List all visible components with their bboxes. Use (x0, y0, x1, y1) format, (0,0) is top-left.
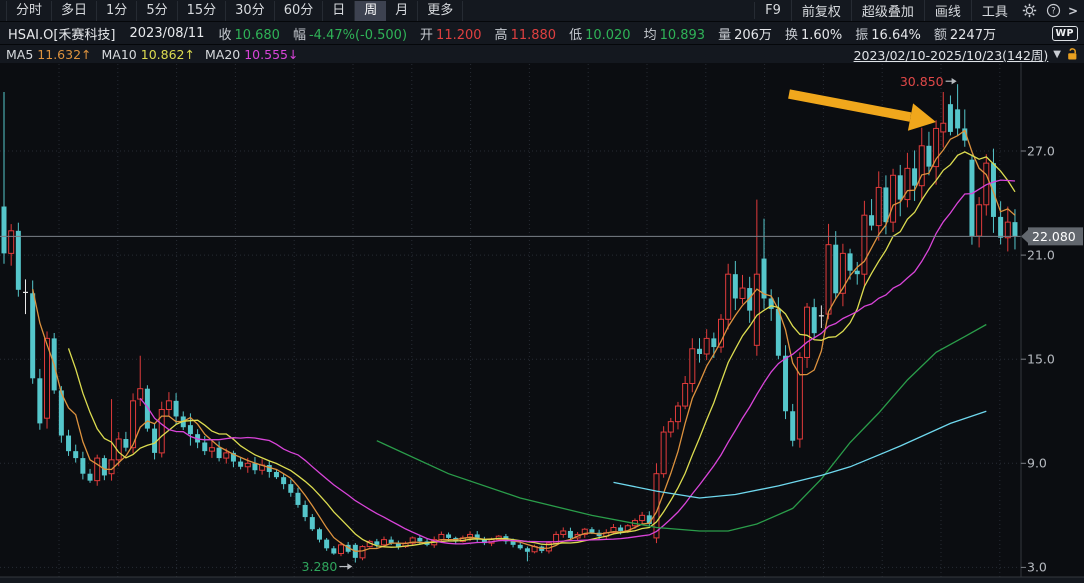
quote-field: 幅 -4.47%(-0.500) (292, 27, 408, 43)
range-selector-group: 2023/02/10-2025/10/23(142周) ▼ (854, 45, 1080, 64)
chart-background (0, 63, 1084, 577)
high-annotation: 30.850 (900, 74, 957, 89)
stock-symbol: HSAI.O[禾赛科技] (8, 27, 116, 43)
candle-date: 2023/08/11 (129, 25, 205, 41)
toolbar-button-工具[interactable]: 工具 (970, 0, 1018, 21)
tab-60分[interactable]: 60分 (275, 0, 324, 21)
last-price-badge: 22.080 (1021, 227, 1083, 246)
ma-line-MA10 (67, 151, 1016, 548)
quote-field: 均 10.893 (643, 27, 706, 43)
quote-field: 换 1.60% (784, 27, 843, 43)
y-axis-labels: 27.0 21.0 15.0 9.0 3.0 (1021, 143, 1055, 575)
tab-月[interactable]: 月 (386, 0, 419, 21)
quote-field: 收 10.680 (218, 27, 280, 43)
candlestick-chart[interactable]: 22.080 27.0 21.0 15.0 9.0 3.0 30.850 3.280 (0, 63, 1084, 583)
ma-item-MA10: MA10 10.862↑ (101, 46, 195, 62)
svg-text:3.280: 3.280 (302, 559, 338, 574)
toolbar-button-F9[interactable]: F9 (754, 2, 791, 19)
quote-field: 低 10.020 (569, 27, 631, 43)
ma-values: MA5 11.632↑ MA10 10.862↑ MA20 10.555↓ (6, 47, 308, 62)
low-annotation: 3.280 (302, 559, 353, 574)
y-axis-label: 15.0 (1027, 352, 1055, 367)
ma-item-MA5: MA5 11.632↑ (6, 46, 92, 62)
gridlines (0, 64, 1021, 577)
tab-多日[interactable]: 多日 (52, 0, 98, 21)
tab-更多[interactable]: 更多 (418, 0, 464, 21)
next-pane-strip (0, 577, 1084, 583)
toolbar-buttons: F9 前复权 超级叠加 画线 工具 (754, 0, 1018, 21)
ma-bar: MA5 11.632↑ MA10 10.862↑ MA20 10.555↓ 2023/02… (0, 45, 1084, 63)
tab-1分[interactable]: 1分 (97, 0, 138, 21)
quote-field: 开 11.200 (420, 27, 482, 43)
tab-15分[interactable]: 15分 (178, 0, 227, 21)
y-axis-label: 27.0 (1027, 143, 1055, 158)
date-range-selector[interactable]: 2023/02/10-2025/10/23(142周) (853, 47, 1049, 63)
quote-field: 振 16.64% (855, 27, 921, 43)
highlight-arrow (788, 89, 936, 131)
settings-icon[interactable] (1020, 3, 1040, 18)
chevron-down-icon[interactable]: ▼ (1053, 48, 1061, 60)
svg-text:?: ? (1052, 7, 1057, 17)
tab-5分[interactable]: 5分 (137, 0, 178, 21)
green-ma (376, 323, 987, 532)
ma-lines (32, 129, 1016, 552)
wind-logo: WP (1051, 25, 1078, 41)
quote-fields: 收 10.680 幅 -4.47%(-0.500) 开 11.200 高 11.880 低 10.… (218, 24, 1009, 43)
info-bar: HSAI.O[禾赛科技] 2023/08/11 收 10.680 幅 -4.47%(-… (0, 22, 1084, 45)
quote-field: 高 11.880 (494, 27, 557, 43)
tab-周[interactable]: 周 (355, 0, 387, 21)
period-toolbar: 分时 多日 1分 5分 15分 30分 60分日周月更多 F9 前复权 超级叠加 画线 工具 (0, 0, 1084, 22)
y-axis-label: 9.0 (1027, 456, 1047, 471)
tab-分时[interactable]: 分时 (6, 0, 53, 21)
y-axis-label: 21.0 (1027, 247, 1055, 262)
ma-item-MA20: MA20 10.555↓ (204, 46, 299, 62)
ma-line-MA5 (32, 129, 1016, 552)
toolbar-button-超级叠加[interactable]: 超级叠加 (850, 0, 924, 21)
svg-text:30.850: 30.850 (900, 74, 944, 89)
ma-line-MA20 (139, 179, 1016, 545)
unlock-icon[interactable] (1065, 47, 1080, 62)
toolbar-button-画线[interactable]: 画线 (923, 0, 971, 21)
y-axis-label: 3.0 (1027, 560, 1047, 575)
cyan-ma (613, 410, 987, 499)
quote-field: 额 2247万 (933, 27, 996, 43)
svg-text:22.080: 22.080 (1032, 229, 1076, 244)
period-tabs: 分时 多日 1分 5分 15分 30分 60分日周月更多 (0, 0, 464, 21)
toolbar-button-前复权[interactable]: 前复权 (790, 0, 851, 21)
tab-30分[interactable]: 30分 (226, 0, 275, 21)
quote-field: 量 206万 (718, 27, 772, 43)
toolbar-right: F9 前复权 超级叠加 画线 工具 ? > (754, 0, 1084, 21)
help-icon[interactable]: ? (1044, 3, 1064, 18)
chevron-right-icon[interactable]: > (1067, 3, 1078, 18)
tab-日[interactable]: 日 (323, 0, 356, 21)
